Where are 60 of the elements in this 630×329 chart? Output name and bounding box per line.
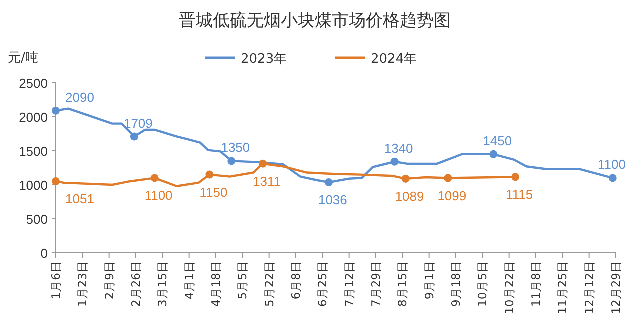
x-tick-label: 9月1日 — [422, 261, 436, 300]
y-tick-label: 2500 — [19, 76, 48, 91]
point — [259, 160, 268, 168]
data-label: 1450 — [483, 133, 512, 148]
y-axis-title: 元/吨 — [8, 51, 38, 66]
x-tick-label: 4月1日 — [182, 261, 196, 300]
legend-label: 2024年 — [371, 52, 418, 67]
x-tick-label: 12月29日 — [609, 261, 623, 314]
x-tick-label: 10月5日 — [476, 261, 490, 307]
x-tick-label: 11月8日 — [529, 261, 543, 307]
chart-title: 晋城低硫无烟小块煤市场价格趋势图 — [179, 11, 451, 31]
x-tick-label: 1月23日 — [76, 261, 90, 307]
x-tick-label: 11月25日 — [556, 261, 570, 314]
point — [150, 174, 159, 182]
x-tick-label: 10月22日 — [502, 261, 516, 314]
data-label: 1051 — [66, 192, 94, 207]
point — [206, 170, 214, 179]
data-label: 2090 — [66, 90, 94, 105]
point — [228, 157, 236, 166]
data-label: 1100 — [144, 188, 173, 204]
x-tick-label: 6月8日 — [289, 261, 303, 300]
point — [324, 178, 333, 187]
x-tick-label: 1月6日 — [49, 261, 63, 300]
y-tick-label: 2000 — [19, 110, 48, 125]
x-tick-label: 12月12日 — [582, 261, 596, 314]
point — [512, 173, 520, 182]
x-tick-label: 4月18日 — [209, 261, 223, 307]
data-label: 1150 — [200, 184, 228, 200]
data-label: 1115 — [506, 187, 534, 202]
x-tick-label: 3月15日 — [156, 261, 170, 307]
x-tick-label: 5月5日 — [236, 261, 250, 300]
x-tick-label: 7月12日 — [342, 261, 356, 307]
data-label: 1709 — [124, 116, 153, 131]
point — [130, 132, 138, 141]
data-label: 1100 — [598, 157, 626, 172]
point — [608, 174, 617, 182]
x-tick-label: 9月18日 — [449, 261, 463, 307]
point — [52, 106, 60, 115]
data-label: 1099 — [438, 188, 467, 204]
data-label: 1340 — [384, 140, 414, 156]
legend-label: 2023年 — [241, 52, 288, 67]
y-tick-label: 1500 — [19, 144, 48, 159]
data-label: 1350 — [221, 140, 250, 156]
x-tick-label: 2月9日 — [102, 261, 116, 300]
point — [490, 150, 498, 158]
y-tick-label: 500 — [26, 212, 48, 227]
y-tick-label: 1000 — [19, 178, 48, 193]
point — [402, 174, 410, 183]
x-tick-label: 6月25日 — [316, 261, 330, 307]
x-tick-label: 8月15日 — [396, 261, 410, 307]
data-label: 1089 — [395, 188, 424, 204]
data-label: 1311 — [253, 174, 282, 189]
point — [52, 178, 60, 186]
point — [444, 174, 452, 182]
x-tick-label: 7月29日 — [369, 261, 383, 307]
point — [390, 158, 399, 166]
y-tick-label: 0 — [40, 246, 48, 261]
x-tick-label: 5月22日 — [262, 261, 276, 307]
x-tick-label: 2月26日 — [129, 261, 143, 307]
data-label: 1036 — [318, 192, 348, 208]
